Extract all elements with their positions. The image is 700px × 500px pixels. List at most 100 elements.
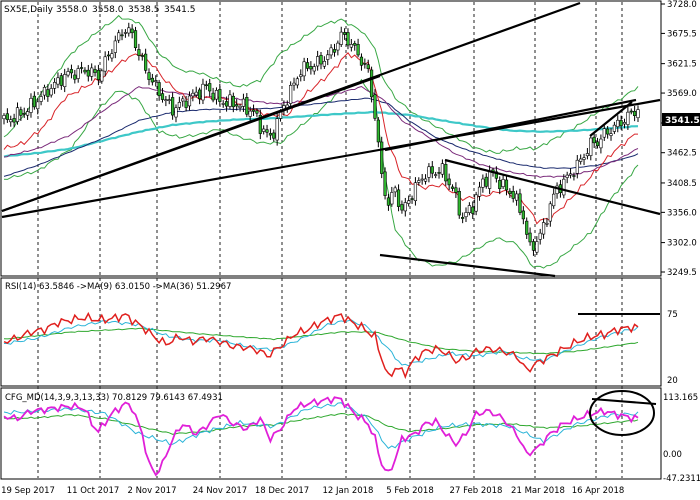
- candle-body: [208, 83, 212, 92]
- candle-body: [450, 186, 455, 189]
- candle-body: [299, 74, 303, 77]
- candle-body: [76, 68, 80, 79]
- date-tick-label: 21 Mar 2018: [511, 486, 565, 496]
- candle-body: [305, 62, 310, 69]
- band-upper-line: [3, 14, 639, 154]
- candle-body: [427, 166, 431, 178]
- date-axis: 19 Sep 2017 11 Oct 2017 2 Nov 2017 24 Nov 2…: [1, 486, 624, 496]
- candle-body: [19, 109, 23, 116]
- candle-body: [339, 31, 343, 45]
- candle-body: [272, 132, 276, 139]
- candle-body: [343, 32, 347, 35]
- candle-body: [39, 96, 43, 102]
- candle-body: [204, 84, 208, 87]
- candle-body: [528, 232, 532, 243]
- candle-body: [626, 111, 630, 125]
- candle-body: [356, 44, 360, 56]
- candle-body: [619, 120, 623, 127]
- candle-body: [464, 212, 468, 218]
- candle-body: [123, 32, 128, 34]
- rsi-panel-frame: [0, 277, 662, 387]
- candle-body: [437, 172, 441, 174]
- candle-body: [629, 110, 633, 113]
- candle-body: [329, 47, 333, 56]
- candle-body: [289, 85, 293, 104]
- candle-body: [346, 32, 350, 46]
- candle-body: [373, 94, 377, 119]
- candle-body: [9, 119, 13, 123]
- price-tick-label: 3675.5: [667, 29, 697, 39]
- candle-body: [117, 32, 121, 41]
- candle-body: [326, 54, 330, 60]
- date-tick-label: 12 Jan 2018: [323, 486, 374, 496]
- candle-body: [538, 232, 542, 240]
- price-tick-label: 3569.0: [667, 89, 697, 99]
- rsi-tick-label: 20: [667, 376, 678, 386]
- close-value: 3541.5: [164, 5, 196, 15]
- cfg-green-line: [3, 412, 639, 435]
- candle-body: [245, 97, 249, 115]
- candle-body: [268, 133, 273, 136]
- candle-body: [386, 197, 391, 206]
- candle-body: [636, 109, 640, 119]
- date-tick-label: 27 Feb 2018: [450, 486, 503, 496]
- candle-body: [606, 128, 610, 135]
- candle-body: [393, 187, 397, 193]
- candle-body: [235, 104, 239, 107]
- candle-body: [531, 241, 536, 251]
- candle-body: [174, 107, 178, 118]
- trendlines: [1, 1, 661, 278]
- cfg-header: CFG_MD(14,3,9,3,13,33) 70.8129 79.6143 6…: [5, 393, 223, 403]
- candle-body: [454, 187, 458, 193]
- candle-body: [359, 56, 364, 66]
- candle-body: [15, 107, 20, 122]
- cfg-annotation-line: [591, 398, 657, 405]
- candle-body: [218, 89, 222, 102]
- candle-body: [525, 220, 529, 235]
- price-tick-label: 3356.0: [667, 208, 697, 218]
- ma-long-line: [3, 110, 639, 158]
- candle-body: [22, 112, 26, 115]
- cfg-tick-label: 0.00: [663, 450, 682, 460]
- candle-body: [56, 77, 60, 85]
- candle-body: [545, 222, 549, 225]
- candle-body: [552, 193, 556, 207]
- price-tick-label: 3302.0: [667, 239, 697, 249]
- candle-body: [501, 179, 505, 187]
- candle-body: [430, 166, 434, 174]
- candle-body: [238, 105, 242, 108]
- candle-body: [484, 176, 488, 187]
- candle-body: [5, 113, 9, 120]
- price-tick-label: 3408.5: [667, 179, 697, 189]
- candle-body: [332, 49, 337, 53]
- candle-body: [488, 170, 492, 189]
- candle-body: [353, 43, 357, 46]
- candle-body: [144, 53, 148, 71]
- candle-body: [376, 119, 380, 143]
- candle-body: [413, 182, 418, 202]
- date-tick-label: 11 Oct 2017: [67, 486, 120, 496]
- date-tick-label: 2 Nov 2017: [127, 486, 176, 496]
- candle-body: [410, 198, 414, 200]
- trendline: [1, 74, 381, 213]
- candle-body: [518, 193, 522, 213]
- candle-body: [582, 157, 586, 160]
- candle-body: [262, 128, 266, 132]
- cfg-annotation-circle: [589, 390, 655, 436]
- candle-body: [251, 109, 256, 112]
- candle-body: [633, 111, 637, 116]
- date-tick-label: 24 Nov 2017: [193, 486, 247, 496]
- candle-body: [312, 66, 316, 72]
- candle-body: [110, 53, 114, 59]
- candle-body: [248, 110, 252, 117]
- candle-body: [255, 110, 259, 114]
- candle-body: [461, 216, 465, 219]
- candle-body: [32, 95, 36, 108]
- candle-body: [231, 95, 235, 108]
- candle-body: [396, 189, 401, 207]
- candle-body: [599, 138, 603, 149]
- candle-body: [562, 178, 566, 196]
- candle-body: [59, 75, 63, 86]
- candle-body: [171, 97, 175, 116]
